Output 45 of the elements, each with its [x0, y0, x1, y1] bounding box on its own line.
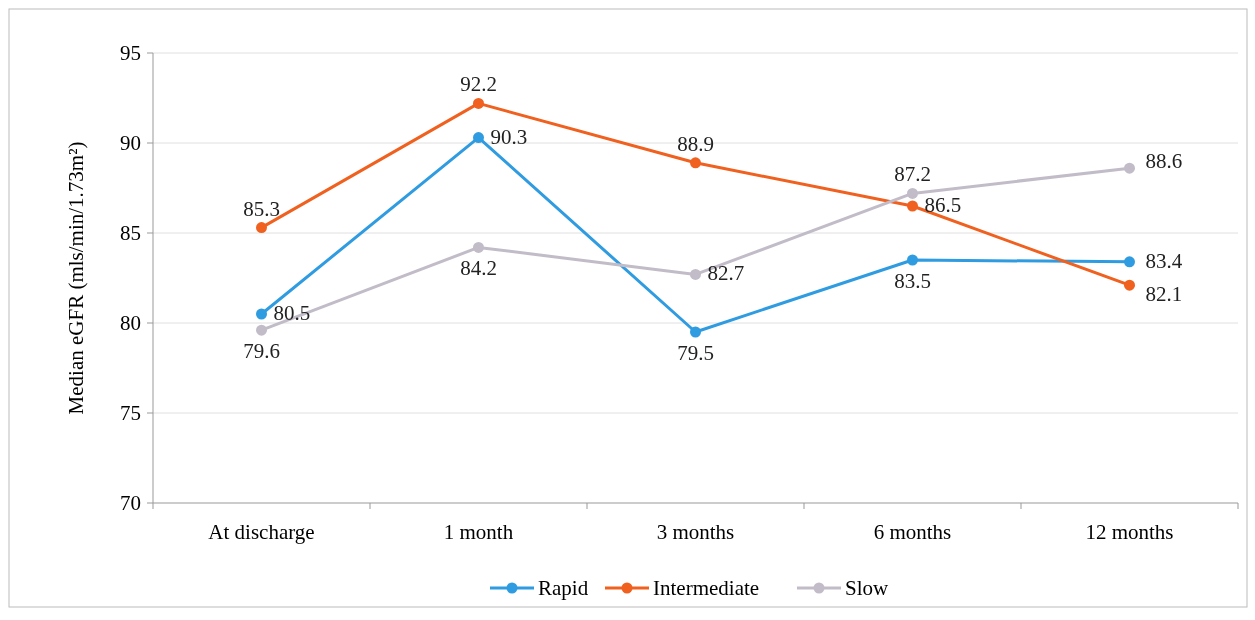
y-tick-label: 80 [120, 311, 141, 335]
y-tick-label: 75 [120, 401, 141, 425]
data-label: 83.4 [1145, 248, 1183, 273]
y-tick-label: 95 [120, 41, 141, 65]
data-label: 79.5 [677, 341, 714, 365]
point [256, 222, 267, 234]
point [690, 157, 701, 169]
y-tick-label: 85 [120, 221, 141, 245]
y-tick-label: 70 [120, 491, 141, 515]
legend-label: Slow [845, 576, 890, 600]
point [256, 308, 267, 320]
point [907, 200, 918, 212]
point [1124, 256, 1135, 268]
data-label: 87.2 [894, 162, 931, 187]
data-label: 90.3 [490, 124, 528, 149]
point [473, 132, 484, 144]
data-label: 84.2 [460, 256, 497, 281]
data-label: 88.6 [1145, 149, 1183, 174]
data-label: 88.9 [677, 131, 714, 156]
x-tick-label: At discharge [208, 520, 315, 544]
x-tick-label: 1 month [443, 520, 514, 544]
data-label: 85.3 [243, 196, 280, 221]
data-label: 92.2 [460, 72, 497, 97]
point [690, 268, 701, 280]
point [1124, 279, 1135, 291]
point [1124, 162, 1135, 174]
y-axis-title: Median eGFR (mls/min/1.73m²) [64, 141, 88, 415]
point [473, 97, 484, 109]
point [690, 326, 701, 338]
point [907, 254, 918, 266]
data-label: 80.5 [273, 301, 311, 325]
data-label: 82.7 [707, 261, 745, 286]
point [473, 241, 484, 253]
data-label: 82.1 [1145, 282, 1183, 307]
x-tick-label: 3 months [656, 520, 735, 544]
data-label: 83.5 [894, 269, 931, 293]
point [256, 324, 267, 336]
point [907, 187, 918, 199]
data-label: 86.5 [924, 193, 962, 217]
x-tick-label: 12 months [1085, 520, 1174, 544]
y-tick-label: 90 [120, 131, 141, 155]
data-label: 79.6 [243, 339, 280, 364]
legend-label: Intermediate [653, 576, 760, 600]
legend-label: Rapid [538, 576, 589, 600]
x-tick-label: 6 months [873, 520, 952, 544]
